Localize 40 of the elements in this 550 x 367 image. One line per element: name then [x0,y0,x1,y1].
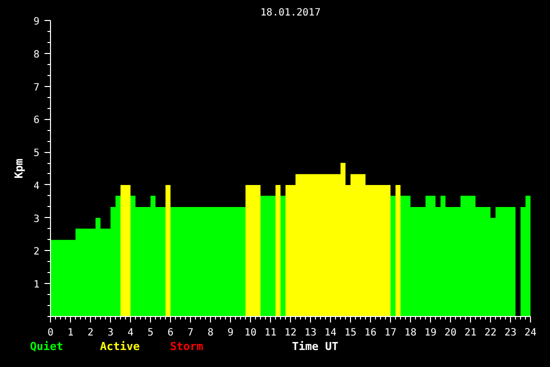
x-tick-label: 17 [384,328,397,338]
y-axis-title: Kpm [12,158,26,178]
y-tick-label: 4 [33,180,40,192]
text: Quiet [30,339,64,355]
x-tick-label: 16 [364,328,377,338]
y-tick-label: 7 [33,82,40,94]
x-tick-label: 11 [264,328,277,338]
x-tick-label: 23 [504,328,517,338]
x-tick-label: 15 [344,328,357,338]
x-tick-label: 5 [147,328,154,338]
y-tick-label: 6 [33,115,40,126]
y-tick-label: 3 [33,214,40,225]
x-tick-label: 22 [484,328,497,338]
x-tick-label: 13 [304,328,317,338]
legend-label: Storm [170,339,204,355]
x-tick-label: 1 [67,328,74,338]
x-tick-label: 12 [284,328,297,338]
x-tick-label: 14 [324,328,337,338]
y-tick-label: 2 [33,246,40,258]
y-tick-label: 1 [33,280,40,291]
x-tick-label: 19 [424,328,437,338]
y-tick-label: 8 [33,49,40,60]
x-tick-label: 2 [87,328,94,338]
x-tick-label: 8 [207,328,214,338]
x-tick-label: 6 [167,328,174,338]
x-tick-label: 10 [244,328,257,338]
x-tick-label: 20 [444,328,457,338]
x-tick-label: 4 [127,328,134,338]
y-tick-label: 5 [33,148,40,160]
x-tick-label: 21 [464,328,477,338]
y-tick-label: 9 [33,16,40,28]
x-tick-label: 7 [187,328,194,338]
x-axis-title: Time UT [292,339,338,355]
text: Active [100,339,141,355]
x-tick-label: 0 [47,328,54,338]
chart-title: 18.01.2017 [260,8,321,18]
x-tick-label: 24 [524,328,537,338]
x-tick-label: 3 [107,328,114,338]
x-tick-label: 18 [404,328,417,338]
x-tick-label: 9 [227,328,234,338]
